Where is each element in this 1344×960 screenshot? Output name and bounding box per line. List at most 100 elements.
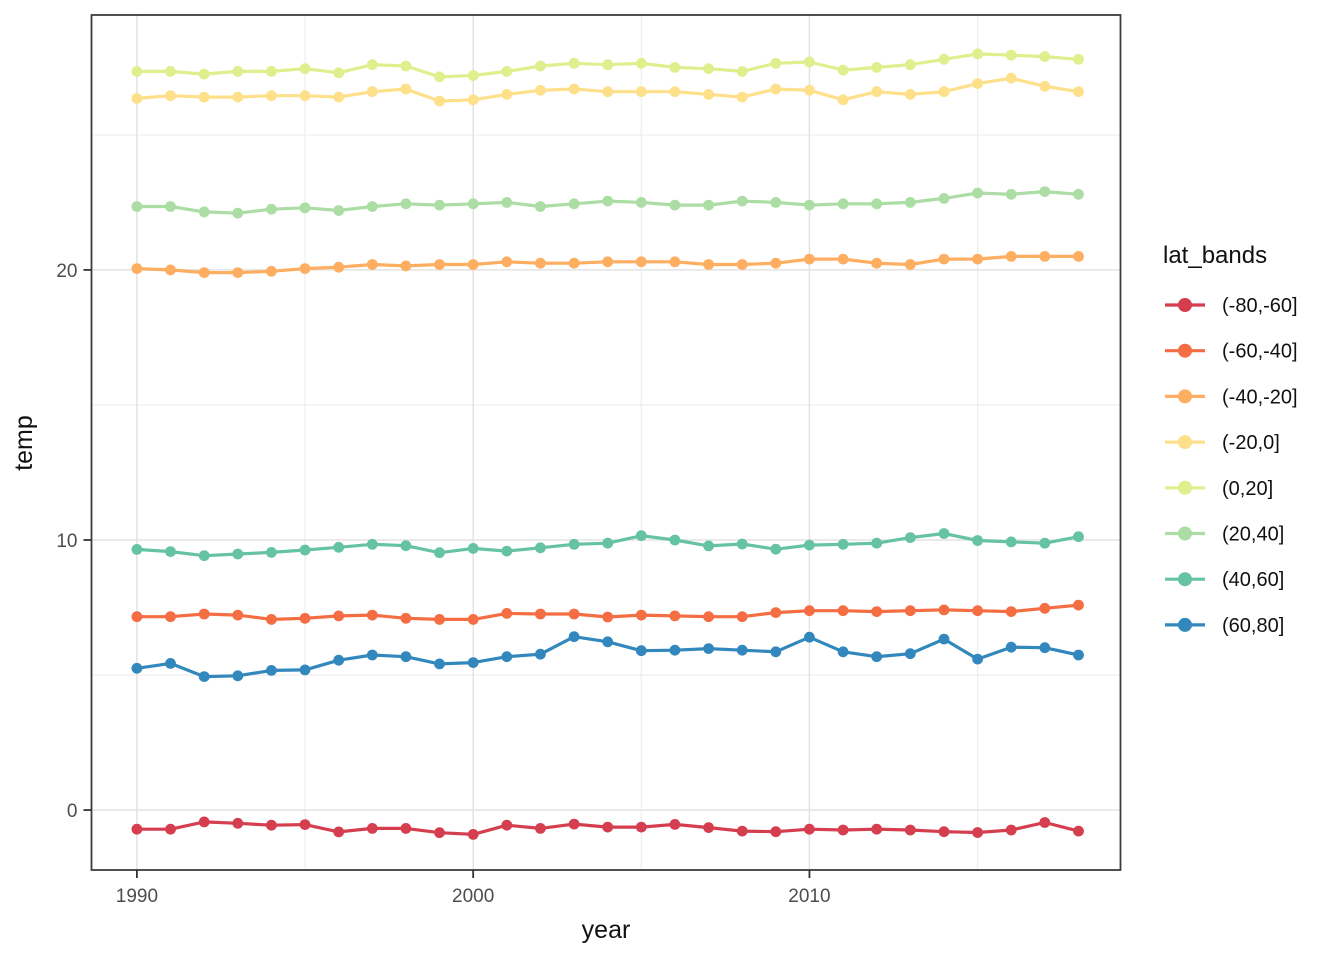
data-point (400, 823, 412, 834)
legend-label: (20,40] (1222, 524, 1284, 546)
data-point (366, 609, 378, 621)
data-point (904, 532, 916, 543)
data-point (131, 611, 143, 623)
panel-border (90, 14, 1122, 871)
data-point (1039, 251, 1051, 262)
data-point (804, 253, 815, 265)
data-point (568, 83, 580, 95)
data-point (904, 197, 916, 208)
data-point (703, 611, 714, 623)
x-tick-label: 2000 (452, 886, 494, 907)
data-point (770, 197, 782, 208)
legend-key-dot (1178, 572, 1192, 587)
y-tick-label: 0 (67, 801, 78, 822)
legend-key-dot (1178, 298, 1192, 312)
data-point (972, 827, 983, 838)
data-point (871, 537, 883, 549)
data-point (635, 530, 647, 542)
data-point (434, 95, 445, 107)
data-point (703, 89, 714, 100)
data-point (669, 819, 681, 830)
data-point (366, 59, 378, 71)
data-point (669, 610, 681, 622)
data-point (535, 257, 546, 269)
data-point (938, 604, 950, 616)
data-point (736, 66, 748, 77)
data-point (434, 71, 445, 83)
data-point (703, 643, 714, 654)
data-point (804, 84, 815, 96)
legend-item: (0,20] (1165, 478, 1273, 500)
data-point (635, 821, 647, 833)
legend-item: (-40,-20] (1165, 386, 1298, 408)
data-point (770, 646, 782, 658)
data-point (837, 605, 849, 617)
data-point (837, 198, 849, 210)
data-point (467, 543, 479, 554)
data-point (1073, 86, 1084, 98)
series-(-40,-20] (131, 251, 1084, 278)
data-point (703, 199, 714, 211)
series-(-60,-40] (131, 599, 1084, 625)
data-point (366, 86, 378, 98)
data-point (165, 546, 176, 557)
data-point (635, 256, 647, 268)
data-point (535, 201, 546, 212)
data-point (1039, 186, 1051, 198)
data-point (198, 608, 210, 620)
data-point (972, 535, 983, 546)
data-point (669, 644, 681, 656)
data-point (400, 260, 412, 272)
data-point (1005, 251, 1017, 262)
legend-label: (-40,-20] (1222, 386, 1298, 408)
data-point (1005, 824, 1017, 836)
data-point (837, 253, 849, 265)
data-point (904, 259, 916, 270)
data-point (501, 608, 513, 619)
data-point (501, 545, 513, 557)
data-point (299, 63, 311, 75)
data-point (299, 612, 311, 624)
legend-key-dot (1178, 480, 1192, 495)
data-point (904, 824, 916, 836)
data-point (232, 609, 244, 621)
legend-key-dot (1178, 343, 1192, 358)
data-point (1073, 53, 1084, 65)
data-point (165, 201, 176, 212)
data-point (232, 267, 244, 278)
data-point (266, 66, 277, 77)
data-point (467, 657, 479, 668)
data-point (938, 53, 950, 65)
data-point (165, 611, 176, 623)
data-point (299, 819, 311, 830)
data-point (770, 543, 782, 555)
data-point (669, 199, 681, 211)
data-point (535, 823, 546, 834)
series-(-80,-60] (131, 816, 1084, 840)
legend-key-dot (1178, 435, 1192, 450)
data-point (1005, 641, 1017, 653)
data-point (1005, 536, 1017, 548)
data-point (871, 62, 883, 73)
data-point (501, 819, 513, 831)
data-point (669, 86, 681, 98)
data-point (972, 78, 983, 89)
data-point (804, 631, 815, 643)
data-point (266, 614, 277, 625)
data-point (467, 94, 479, 106)
data-point (770, 57, 782, 69)
data-point (535, 84, 546, 96)
data-point (1039, 817, 1051, 828)
data-point (635, 86, 647, 98)
data-point (703, 63, 714, 75)
data-point (434, 827, 445, 839)
data-point (568, 257, 580, 269)
data-point (770, 607, 782, 618)
data-point (1039, 642, 1051, 654)
data-point (400, 60, 412, 72)
legend-label: (-80,-60] (1222, 295, 1298, 317)
data-point (804, 199, 815, 211)
data-point (131, 201, 143, 212)
data-point (333, 67, 345, 79)
data-point (165, 264, 176, 276)
